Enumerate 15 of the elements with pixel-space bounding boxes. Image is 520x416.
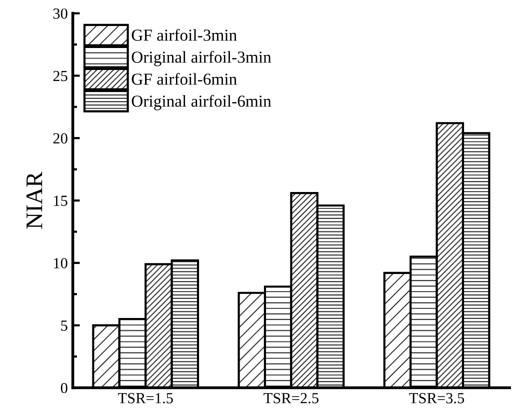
y-axis-title: NIAR [26, 172, 42, 229]
y-tick-label: 5 [61, 320, 68, 331]
legend-label: Original airfoil-6min [132, 94, 272, 110]
y-tick-label: 20 [53, 133, 68, 144]
y-tick-label: 0 [60, 382, 68, 394]
y-tick-label: 25 [53, 70, 68, 82]
x-tick-label: TSR=1.5 [118, 393, 173, 404]
legend-label: GF airfoil-3min [132, 28, 237, 41]
y-tick-label: 15 [54, 196, 68, 206]
y-tick-label: 10 [54, 258, 68, 268]
x-tick-label: TSR=3.5 [409, 393, 464, 404]
legend-label: GF airfoil-6min [132, 72, 237, 85]
x-tick-label: TSR=2.5 [264, 393, 318, 404]
y-tick-label: 30 [53, 8, 68, 19]
legend-label: Original airfoil-3min [132, 50, 272, 66]
